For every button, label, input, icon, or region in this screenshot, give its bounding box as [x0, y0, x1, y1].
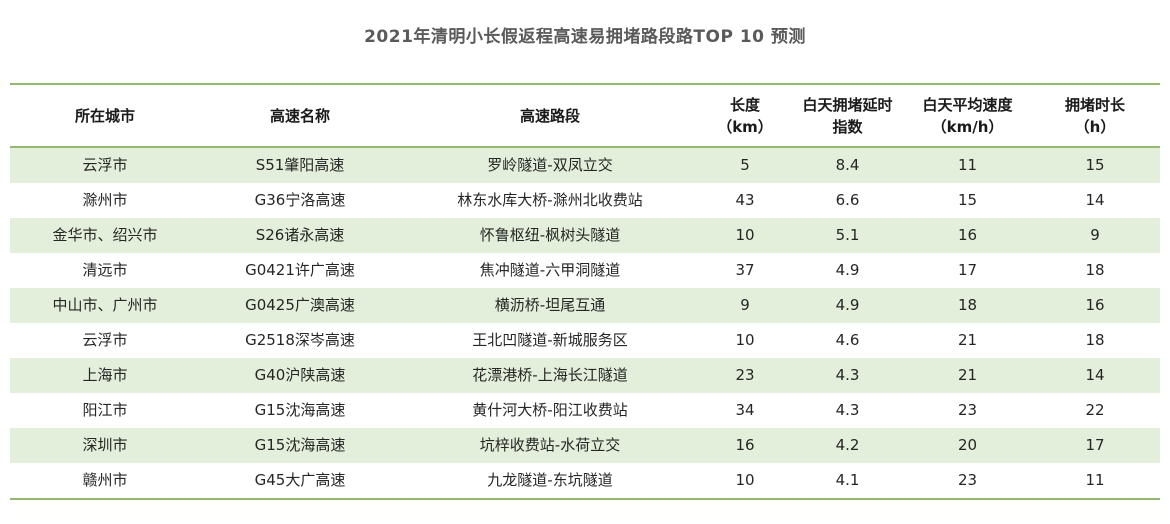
cell-city: 云浮市 [82, 156, 128, 174]
cell-avg_speed_kmh: 15 [957, 191, 978, 209]
cell-avg_speed_kmh: 23 [957, 471, 978, 489]
cell-duration_h: 9 [1090, 226, 1100, 244]
cell-section: 王北凹隧道-新城服务区 [472, 331, 628, 349]
cell-length_km: 16 [735, 436, 755, 454]
cell-length_km: 10 [735, 226, 755, 244]
table-row: 云浮市 S51肇阳高速 罗岭隧道-双凤立交 5 8.4 11 15 [10, 147, 1160, 183]
cell-avg_speed_kmh: 20 [957, 436, 978, 454]
cell-section: 林东水库大桥-滁州北收费站 [457, 191, 643, 209]
table-row: 云浮市 G2518深岑高速 王北凹隧道-新城服务区 10 4.6 21 18 [10, 323, 1160, 358]
cell-delay_index: 4.9 [835, 261, 860, 279]
column-header-duration_h: 拥堵时长 （h） [1030, 84, 1160, 147]
cell-length_km: 9 [740, 296, 750, 314]
cell-city: 深圳市 [82, 436, 128, 454]
cell-section: 九龙隧道-东坑隧道 [487, 471, 613, 489]
table-row: 深圳市 G15沈海高速 坑梓收费站-水荷立交 16 4.2 20 17 [10, 428, 1160, 463]
cell-delay_index: 5.1 [835, 226, 860, 244]
cell-length_km: 34 [735, 401, 755, 419]
cell-delay_index: 4.6 [835, 331, 860, 349]
cell-highway_name: G0425广澳高速 [245, 296, 355, 314]
cell-length_km: 37 [735, 261, 755, 279]
cell-length_km: 23 [735, 366, 755, 384]
header-row: 所在城市 高速名称 高速路段 长度 （km） 白天拥堵延时 指数 白天平均速度 （km/h… [10, 84, 1160, 147]
cell-section: 怀鲁枢纽-枫树头隧道 [479, 226, 621, 244]
cell-delay_index: 4.9 [835, 296, 860, 314]
cell-city: 清远市 [82, 261, 128, 279]
cell-delay_index: 4.3 [835, 366, 860, 384]
cell-delay_index: 6.6 [835, 191, 860, 209]
cell-city: 阳江市 [82, 401, 128, 419]
table-body: 云浮市 S51肇阳高速 罗岭隧道-双凤立交 5 8.4 11 15 滁州市 G36宁洛高速 林东水… [10, 147, 1160, 499]
cell-duration_h: 15 [1085, 156, 1105, 174]
cell-city: 赣州市 [82, 471, 128, 489]
cell-length_km: 10 [735, 471, 755, 489]
cell-duration_h: 11 [1085, 471, 1105, 489]
cell-section: 黄什河大桥-阳江收费站 [472, 401, 628, 419]
table-row: 清远市 G0421许广高速 焦冲隧道-六甲洞隧道 37 4.9 17 18 [10, 253, 1160, 288]
table-row: 赣州市 G45大广高速 九龙隧道-东坑隧道 10 4.1 23 11 [10, 463, 1160, 499]
cell-section: 罗岭隧道-双凤立交 [487, 156, 613, 174]
cell-city: 上海市 [82, 366, 128, 384]
cell-city: 云浮市 [82, 331, 128, 349]
cell-length_km: 43 [735, 191, 755, 209]
cell-duration_h: 22 [1085, 401, 1105, 419]
cell-duration_h: 14 [1085, 191, 1105, 209]
cell-section: 横沥桥-坦尾互通 [494, 296, 606, 314]
table-row: 中山市、广州市 G0425广澳高速 横沥桥-坦尾互通 9 4.9 18 16 [10, 288, 1160, 323]
cell-highway_name: G15沈海高速 [254, 436, 346, 454]
page-title: 2021年清明小长假返程高速易拥堵路段路TOP 10 预测 [364, 27, 806, 47]
cell-city: 金华市、绍兴市 [52, 226, 158, 244]
cell-avg_speed_kmh: 17 [957, 261, 978, 279]
table-row: 滁州市 G36宁洛高速 林东水库大桥-滁州北收费站 43 6.6 15 14 [10, 183, 1160, 218]
cell-avg_speed_kmh: 21 [957, 331, 978, 349]
cell-highway_name: G0421许广高速 [245, 261, 355, 279]
cell-duration_h: 17 [1085, 436, 1105, 454]
cell-duration_h: 14 [1085, 366, 1105, 384]
cell-length_km: 5 [740, 156, 750, 174]
cell-section: 焦冲隧道-六甲洞隧道 [479, 261, 621, 279]
cell-delay_index: 4.1 [835, 471, 860, 489]
congestion-table: 所在城市 高速名称 高速路段 长度 （km） 白天拥堵延时 指数 白天平均速度 （km/h… [10, 83, 1160, 500]
cell-highway_name: G2518深岑高速 [245, 331, 355, 349]
cell-duration_h: 18 [1085, 261, 1105, 279]
column-header-avg_speed_kmh: 白天平均速度 （km/h） [905, 84, 1030, 147]
column-header-highway_name: 高速名称 [200, 84, 400, 147]
cell-section: 花漂港桥-上海长江隧道 [472, 366, 628, 384]
column-header-city: 所在城市 [10, 84, 200, 147]
cell-highway_name: G36宁洛高速 [254, 191, 346, 209]
cell-city: 中山市、广州市 [52, 296, 158, 314]
cell-section: 坑梓收费站-水荷立交 [479, 436, 621, 454]
cell-avg_speed_kmh: 18 [957, 296, 978, 314]
cell-highway_name: S26诸永高速 [255, 226, 345, 244]
cell-highway_name: S51肇阳高速 [255, 156, 345, 174]
cell-duration_h: 16 [1085, 296, 1105, 314]
cell-city: 滁州市 [82, 191, 128, 209]
cell-delay_index: 4.2 [835, 436, 860, 454]
cell-highway_name: G15沈海高速 [254, 401, 346, 419]
table-row: 金华市、绍兴市 S26诸永高速 怀鲁枢纽-枫树头隧道 10 5.1 16 9 [10, 218, 1160, 253]
column-header-length_km: 长度 （km） [700, 84, 790, 147]
cell-highway_name: G45大广高速 [254, 471, 346, 489]
cell-avg_speed_kmh: 11 [957, 156, 978, 174]
column-header-section: 高速路段 [400, 84, 700, 147]
cell-highway_name: G40沪陕高速 [254, 366, 346, 384]
column-header-delay_index: 白天拥堵延时 指数 [790, 84, 905, 147]
table-row: 阳江市 G15沈海高速 黄什河大桥-阳江收费站 34 4.3 23 22 [10, 393, 1160, 428]
cell-duration_h: 18 [1085, 331, 1105, 349]
cell-avg_speed_kmh: 23 [957, 401, 978, 419]
cell-length_km: 10 [735, 331, 755, 349]
cell-avg_speed_kmh: 16 [957, 226, 978, 244]
cell-delay_index: 4.3 [835, 401, 860, 419]
cell-delay_index: 8.4 [835, 156, 860, 174]
cell-avg_speed_kmh: 21 [957, 366, 978, 384]
table-header: 所在城市 高速名称 高速路段 长度 （km） 白天拥堵延时 指数 白天平均速度 （km/h… [10, 84, 1160, 147]
bottom-fade [10, 502, 1160, 522]
table-row: 上海市 G40沪陕高速 花漂港桥-上海长江隧道 23 4.3 21 14 [10, 358, 1160, 393]
